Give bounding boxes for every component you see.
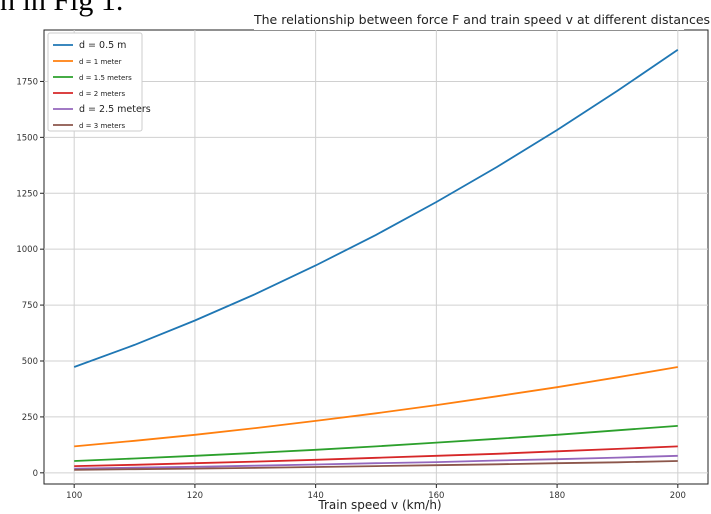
x-tick-label: 120 [187, 491, 203, 501]
series-lines [73, 48, 679, 471]
x-axis-label: Train speed v (km/h) [318, 498, 442, 512]
chart-title: The relationship between force F and tra… [254, 10, 710, 30]
x-tick-label: 160 [428, 491, 444, 501]
series-line-0 [73, 48, 679, 368]
y-tick-label: 1000 [16, 245, 38, 255]
legend-entry-label: d = 1.5 meters [79, 74, 132, 82]
legend-entry-label: d = 2.5 meters [79, 104, 151, 115]
legend: d = 0.5 m d = 1 meter d = 1.5 meters d = 2 … [47, 32, 151, 132]
grid-lines [44, 30, 708, 484]
y-tick-label: 0 [33, 469, 38, 479]
x-tick-label: 100 [66, 491, 82, 501]
series-line-5 [74, 460, 678, 471]
series-line-3 [74, 445, 678, 467]
plot-area [43, 29, 709, 485]
y-tick-label: 1250 [16, 189, 38, 199]
y-axis-ticks: 0 250 500 750 1000 1250 1500 1750 [16, 77, 44, 479]
legend-entry-label: d = 3 meters [79, 122, 125, 130]
series-line-2 [74, 425, 678, 462]
x-axis-ticks: 100 120 140 160 180 200 [66, 484, 686, 501]
y-tick-label: 1500 [16, 133, 38, 143]
series-line-1 [74, 366, 678, 448]
y-tick-label: 750 [22, 301, 38, 311]
y-tick-label: 1750 [16, 77, 38, 87]
x-tick-label: 140 [308, 491, 324, 501]
x-tick-label: 180 [549, 491, 565, 501]
legend-entry-label: d = 2 meters [79, 90, 125, 98]
legend-box [47, 32, 143, 132]
x-tick-label: 200 [670, 491, 686, 501]
series-line-4 [74, 454, 678, 470]
y-tick-label: 250 [22, 413, 38, 423]
legend-entry-label: d = 0.5 m [79, 40, 126, 51]
legend-entry-label: d = 1 meter [79, 58, 122, 66]
y-tick-label: 500 [22, 357, 38, 367]
page-text-fragment: n in Fig 1. [0, 0, 124, 17]
